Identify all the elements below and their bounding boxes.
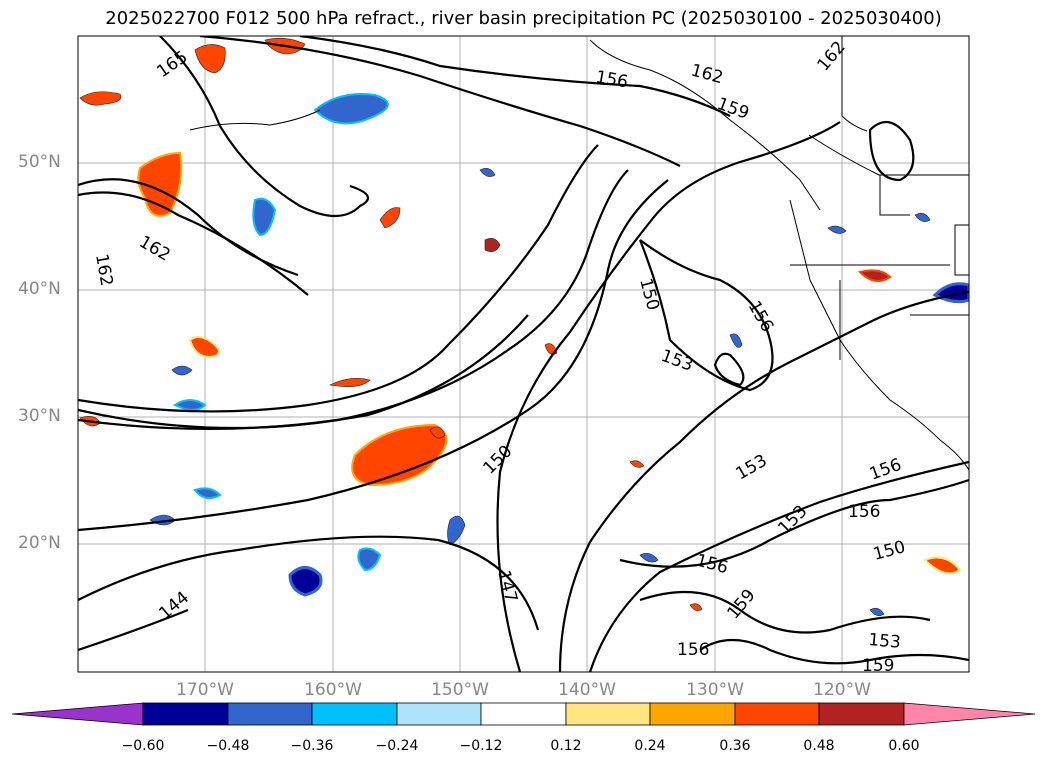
colorbar-tick-label: −0.12 [459, 738, 503, 754]
lon-label: 160°W [304, 680, 362, 700]
contour-label: 156 [677, 640, 709, 660]
colorbar [11, 702, 1036, 726]
lat-label: 30°N [18, 406, 61, 426]
colorbar-min-extend [11, 702, 144, 726]
contour-label: 156 [848, 502, 880, 522]
map-plot-area: 165 162 156 162 159 162 162 150 156 153 … [78, 36, 969, 676]
lon-label: 120°W [813, 680, 871, 700]
colorbar-tick-label: 0.12 [550, 738, 582, 754]
lon-label: 150°W [431, 680, 489, 700]
colorbar-tick-label: 0.24 [634, 738, 666, 754]
lat-label: 40°N [18, 279, 61, 299]
contour-label: 159 [862, 656, 894, 676]
colorbar-tick-label: 0.48 [803, 738, 835, 754]
contour-label: 153 [868, 630, 902, 653]
plot-frame [77, 35, 970, 673]
colorbar-max-extend [903, 702, 1036, 726]
lat-label: 50°N [18, 152, 61, 172]
colorbar-tick-label: 0.36 [719, 738, 751, 754]
colorbar-tick-label: −0.60 [121, 738, 165, 754]
lon-label: 140°W [558, 680, 616, 700]
colorbar-tick-label: −0.24 [375, 738, 419, 754]
height-contours [78, 36, 969, 672]
colorbar-tick-label: −0.48 [206, 738, 250, 754]
colorbar-tick-label: 0.60 [888, 738, 920, 754]
lon-label: 170°W [176, 680, 234, 700]
colorbar-tick-label: −0.36 [290, 738, 334, 754]
coastlines [189, 36, 969, 471]
lat-label: 20°N [18, 533, 61, 553]
map-title: 2025022700 F012 500 hPa refract., river … [105, 8, 942, 29]
precip-shading [79, 37, 969, 617]
lon-label: 130°W [686, 680, 744, 700]
